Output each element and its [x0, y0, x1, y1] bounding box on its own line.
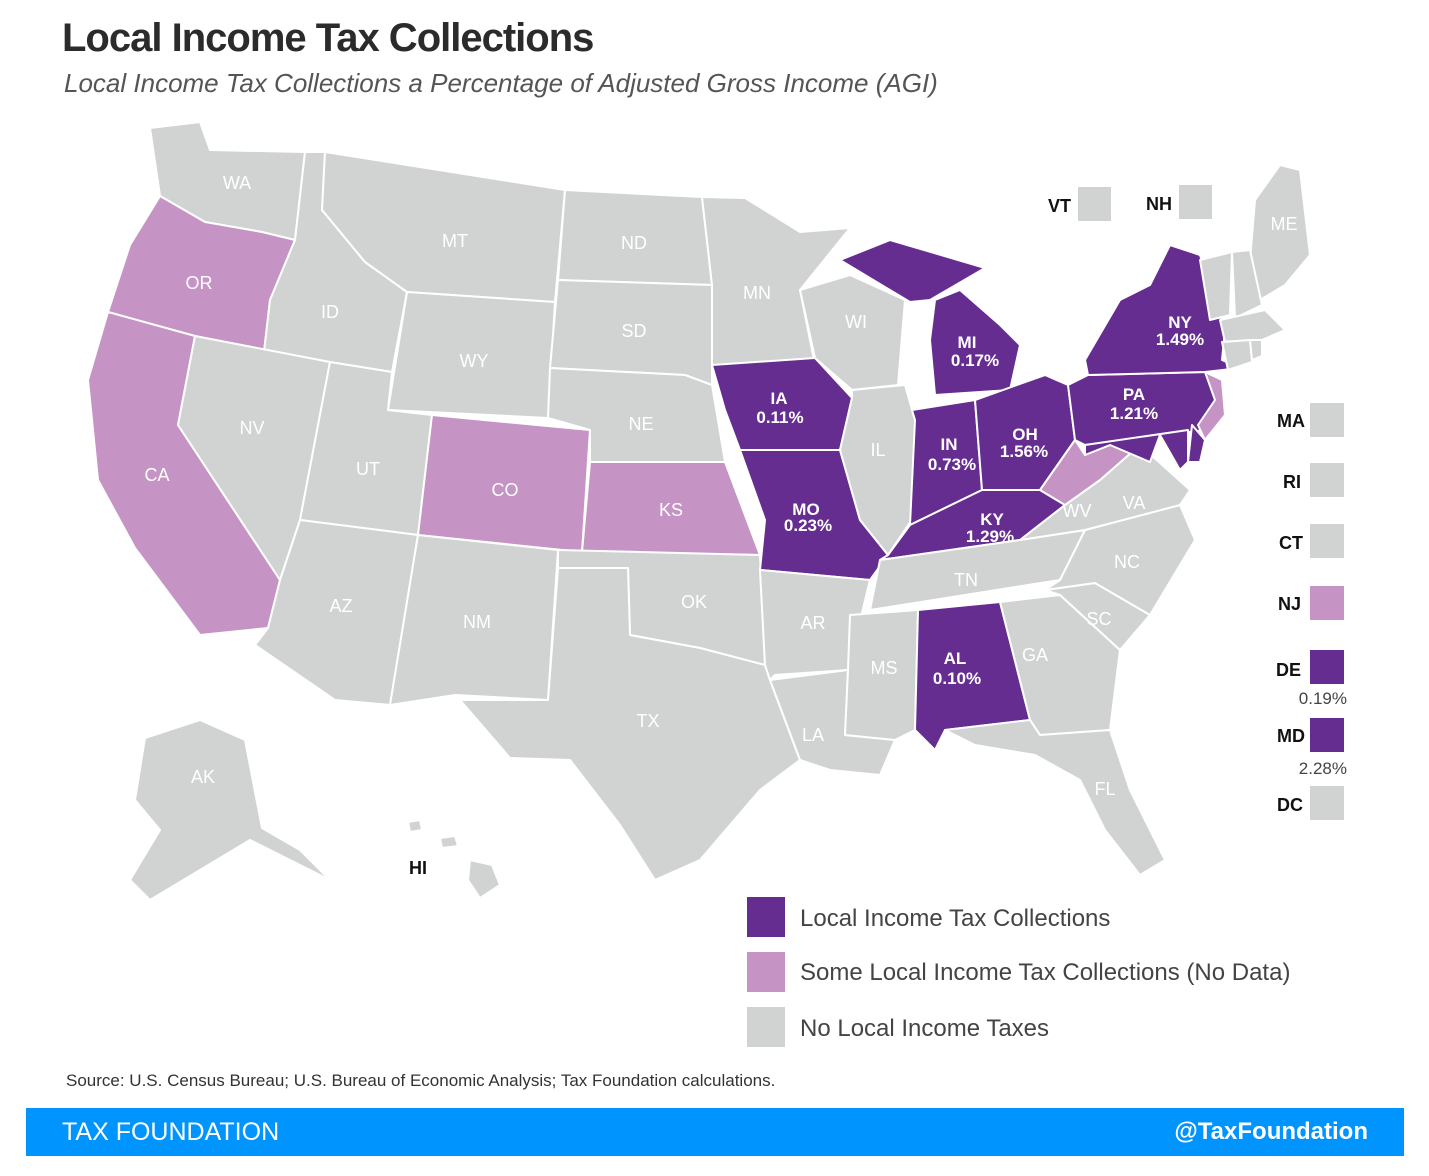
state-ak[interactable] — [129, 719, 331, 901]
label-nc: NC — [1114, 552, 1140, 572]
label-ne: NE — [628, 414, 653, 434]
legend-label-some-no-data: Some Local Income Tax Collections (No Da… — [800, 959, 1290, 986]
footer-handle[interactable]: @TaxFoundation — [1174, 1118, 1368, 1145]
label-wy: WY — [460, 351, 489, 371]
label-nh: NH — [1146, 194, 1172, 214]
label-co: CO — [492, 480, 519, 500]
label-oh: OH — [1012, 425, 1038, 444]
label-wi: WI — [845, 312, 867, 332]
label-in: IN — [941, 435, 958, 454]
label-ia: IA — [771, 389, 788, 408]
label-fl: FL — [1094, 779, 1115, 799]
state-nh-shape[interactable] — [1231, 249, 1263, 319]
footer-bar: TAX FOUNDATION @TaxFoundation — [26, 1108, 1404, 1156]
label-az: AZ — [329, 596, 352, 616]
label-ny: NY — [1168, 313, 1192, 332]
box-nh[interactable] — [1177, 183, 1214, 221]
label-ms: MS — [871, 658, 898, 678]
legend-swatch-some-no-data — [747, 952, 785, 992]
label-md: MD — [1277, 726, 1305, 746]
state-fl[interactable] — [944, 719, 1166, 876]
box-ri[interactable] — [1308, 461, 1346, 499]
label-mn: MN — [743, 283, 771, 303]
legend-swatch-collections — [747, 897, 785, 937]
box-de[interactable] — [1308, 648, 1346, 686]
label-ca: CA — [144, 465, 169, 485]
label-nd: ND — [621, 233, 647, 253]
box-dc[interactable] — [1308, 784, 1346, 822]
label-ok: OK — [681, 592, 707, 612]
label-ga: GA — [1022, 645, 1048, 665]
state-vt-shape[interactable] — [1199, 251, 1233, 321]
label-de: DE — [1276, 660, 1301, 680]
us-map: WA OR CA ID NV MT WY UT AZ CO NM ND SD N… — [87, 121, 1347, 1047]
legend-label-none: No Local Income Taxes — [800, 1015, 1049, 1042]
value-ky: 1.29% — [966, 527, 1014, 546]
label-dc: DC — [1277, 795, 1303, 815]
label-la: LA — [802, 725, 824, 745]
chart-subtitle: Local Income Tax Collections a Percentag… — [64, 68, 938, 98]
box-ct[interactable] — [1308, 522, 1346, 560]
state-de[interactable] — [1187, 424, 1206, 463]
label-tn: TN — [954, 570, 978, 590]
label-ma: MA — [1277, 411, 1305, 431]
legend-swatch-none — [747, 1007, 785, 1047]
box-vt[interactable] — [1076, 185, 1113, 223]
label-id: ID — [321, 302, 339, 322]
state-md[interactable] — [1084, 429, 1189, 471]
label-ut: UT — [356, 459, 380, 479]
label-nj: NJ — [1278, 594, 1301, 614]
label-nm: NM — [463, 612, 491, 632]
value-mi: 0.17% — [951, 351, 999, 370]
label-wv: WV — [1063, 501, 1092, 521]
label-or: OR — [186, 273, 213, 293]
label-va: VA — [1123, 493, 1146, 513]
label-sc: SC — [1086, 609, 1111, 629]
label-ri: RI — [1283, 472, 1301, 492]
label-wa: WA — [223, 173, 251, 193]
state-ct-shape[interactable] — [1221, 339, 1253, 371]
label-mo: MO — [792, 500, 819, 519]
label-ar: AR — [800, 613, 825, 633]
box-ma[interactable] — [1308, 401, 1346, 439]
footer-brand: TAX FOUNDATION — [62, 1118, 280, 1146]
legend: Local Income Tax Collections Some Local … — [747, 897, 1290, 1047]
label-ak: AK — [191, 767, 215, 787]
state-hi[interactable] — [407, 819, 501, 899]
chart-title: Local Income Tax Collections — [62, 16, 594, 60]
box-md[interactable] — [1308, 716, 1346, 754]
label-sd: SD — [621, 321, 646, 341]
label-hi: HI — [409, 858, 427, 878]
value-md: 2.28% — [1299, 759, 1347, 778]
state-ri-shape[interactable] — [1249, 339, 1263, 361]
state-ma-shape[interactable] — [1219, 309, 1286, 343]
value-al: 0.10% — [933, 669, 981, 688]
value-de: 0.19% — [1299, 689, 1347, 708]
value-oh: 1.56% — [1000, 442, 1048, 461]
state-ar[interactable] — [759, 569, 871, 681]
label-mi: MI — [958, 333, 977, 352]
label-ky: KY — [980, 510, 1004, 529]
value-ny: 1.49% — [1156, 330, 1204, 349]
label-al: AL — [944, 649, 967, 668]
value-ia: 0.11% — [756, 408, 803, 427]
box-nj[interactable] — [1308, 584, 1346, 622]
value-pa: 1.21% — [1110, 404, 1158, 423]
state-mi[interactable] — [839, 239, 1021, 396]
state-tx[interactable] — [459, 567, 801, 881]
state-nm[interactable] — [389, 534, 559, 706]
label-vt: VT — [1048, 196, 1071, 216]
legend-label-collections: Local Income Tax Collections — [800, 905, 1110, 932]
label-me: ME — [1271, 214, 1298, 234]
label-ct: CT — [1279, 533, 1303, 553]
value-mo: 0.23% — [784, 516, 832, 535]
label-tx: TX — [636, 711, 659, 731]
label-nv: NV — [239, 418, 264, 438]
value-in: 0.73% — [928, 455, 976, 474]
label-mt: MT — [442, 231, 468, 251]
label-pa: PA — [1123, 385, 1145, 404]
label-il: IL — [870, 440, 885, 460]
source-note: Source: U.S. Census Bureau; U.S. Bureau … — [66, 1071, 776, 1090]
label-ks: KS — [659, 500, 683, 520]
